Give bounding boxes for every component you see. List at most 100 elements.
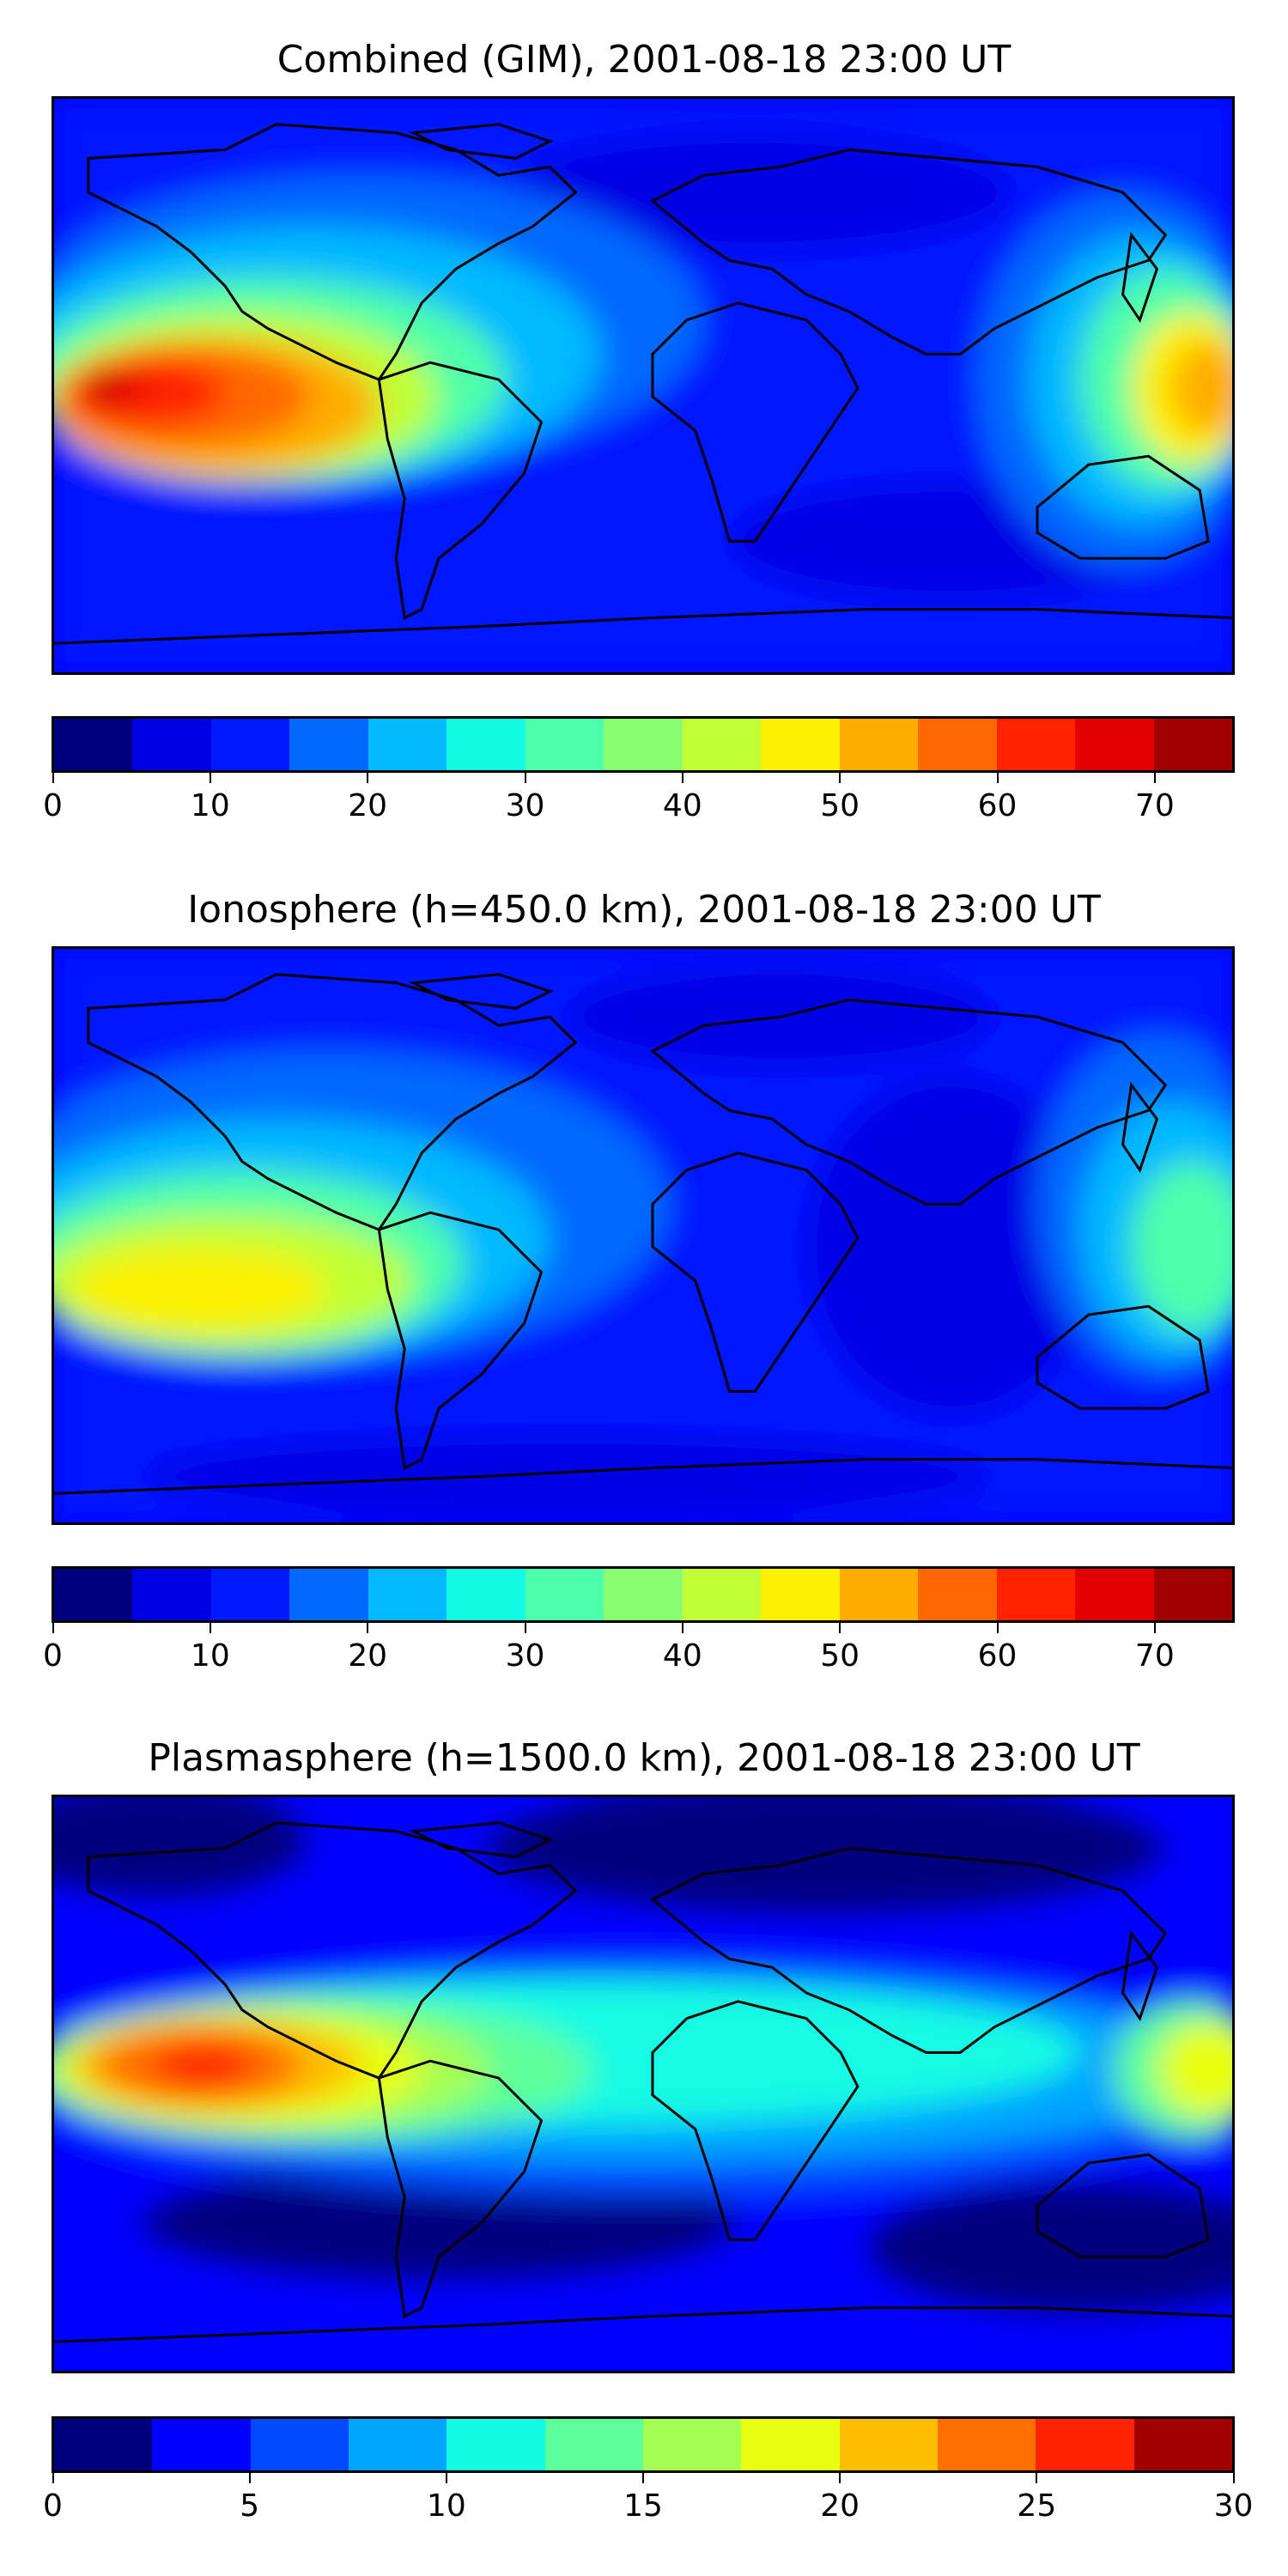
colorbar-tick: [367, 1623, 369, 1633]
panel-title: Combined (GIM), 2001-08-18 23:00 UT: [276, 38, 1012, 82]
colorbar-tick-label: 30: [505, 788, 545, 823]
colorbar-segment: [1153, 1569, 1233, 1620]
colorbar-segment: [447, 2419, 545, 2470]
colorbar-tick: [209, 773, 211, 783]
colorbar-segment: [839, 2419, 938, 2470]
colorbar-segment: [839, 719, 919, 770]
colorbar-segment: [1036, 2419, 1134, 2470]
colorbar: [52, 1566, 1235, 1623]
colorbar-tick-label: 10: [190, 1638, 230, 1674]
ionosphere-tec-map: [52, 946, 1235, 1525]
colorbar-segment: [604, 1569, 683, 1620]
colorbar-segment: [447, 1569, 526, 1620]
panel-title: Plasmasphere (h=1500.0 km), 2001-08-18 2…: [148, 1736, 1140, 1780]
colorbar-tick-label: 30: [505, 1638, 545, 1674]
colorbar-segment: [761, 719, 840, 770]
colorbar-tick-label: 5: [240, 2488, 260, 2524]
colorbar-tick-label: 10: [190, 788, 230, 823]
colorbar-tick: [839, 773, 841, 783]
colorbar-segment: [918, 719, 997, 770]
colorbar-tick: [1232, 2473, 1235, 2483]
colorbar-segment: [289, 719, 368, 770]
colorbar-tick: [681, 1623, 683, 1633]
colorbar-segment: [132, 719, 211, 770]
colorbar-segment: [210, 1569, 290, 1620]
colorbar-segment: [604, 719, 683, 770]
colorbar-segment: [210, 719, 290, 770]
colorbar-tick: [52, 1623, 54, 1633]
colorbar-segment: [544, 2419, 643, 2470]
colorbar-tick-label: 40: [662, 1638, 702, 1674]
colorbar-segment: [1075, 1569, 1154, 1620]
colorbar-segment: [682, 1569, 762, 1620]
colorbar-tick-label: 50: [820, 1638, 860, 1674]
colorbar-segment: [368, 1569, 447, 1620]
colorbar-tick-label: 0: [43, 788, 63, 823]
colorbar-tick: [839, 1623, 841, 1633]
colorbar-segment: [761, 1569, 840, 1620]
colorbar-tick: [1153, 773, 1156, 783]
colorbar-segment: [937, 2419, 1036, 2470]
colorbar-segment: [54, 1569, 133, 1620]
colorbar-tick-label: 0: [43, 1638, 63, 1674]
colorbar-segment: [348, 2419, 447, 2470]
colorbar-segment: [918, 1569, 997, 1620]
plasmasphere-tec-map: [52, 1795, 1235, 2373]
colorbar-segment: [132, 1569, 211, 1620]
colorbar-segment: [525, 719, 605, 770]
colorbar-tick: [681, 773, 683, 783]
colorbar-tick: [996, 773, 999, 783]
colorbar-tick-label: 30: [1213, 2488, 1254, 2524]
colorbar-tick-label: 10: [426, 2488, 466, 2524]
colorbar-tick: [367, 773, 369, 783]
colorbar: [52, 2416, 1235, 2473]
colorbar-tick: [1153, 1623, 1156, 1633]
colorbar-tick: [248, 2473, 251, 2483]
colorbar-tick-label: 15: [623, 2488, 663, 2524]
colorbar-tick: [209, 1623, 211, 1633]
colorbar-ticks: 0 10 20 30 40 50 60 70: [43, 773, 1235, 824]
colorbar-segment: [525, 1569, 605, 1620]
colorbar-segment: [54, 2419, 153, 2470]
colorbar-tick-label: 0: [43, 2488, 63, 2524]
colorbar-segment: [1075, 719, 1154, 770]
colorbar-tick: [52, 2473, 54, 2483]
colorbar-tick: [524, 773, 526, 783]
colorbar-tick-label: 60: [977, 1638, 1018, 1674]
colorbar-segment: [996, 719, 1076, 770]
colorbar-tick: [839, 2473, 841, 2483]
colorbar-segment: [996, 1569, 1076, 1620]
colorbar-tick-label: 25: [1017, 2488, 1057, 2524]
colorbar: [52, 716, 1235, 773]
colorbar-tick: [524, 1623, 526, 1633]
colorbar-tick: [642, 2473, 644, 2483]
colorbar-tick: [996, 1623, 999, 1633]
colorbar-tick: [445, 2473, 447, 2483]
colorbar-tick-label: 60: [977, 788, 1018, 823]
colorbar-tick-label: 70: [1134, 1638, 1175, 1674]
colorbar-segment: [682, 719, 762, 770]
colorbar-segment: [1153, 719, 1233, 770]
colorbar-segment: [741, 2419, 840, 2470]
colorbar-segment: [642, 2419, 742, 2470]
combined-tec-map: [52, 96, 1235, 675]
colorbar-tick-label: 50: [820, 788, 860, 823]
colorbar-segment: [152, 2419, 251, 2470]
colorbar-tick: [52, 773, 54, 783]
colorbar-ticks: 0 10 20 30 40 50 60 70: [43, 1623, 1235, 1674]
colorbar-segment: [447, 719, 526, 770]
colorbar-tick-label: 20: [348, 1638, 388, 1674]
colorbar-segment: [289, 1569, 368, 1620]
colorbar-tick-label: 40: [662, 788, 702, 823]
colorbar-segment: [250, 2419, 349, 2470]
colorbar-segment: [1133, 2419, 1232, 2470]
panel-title: Ionosphere (h=450.0 km), 2001-08-18 23:0…: [187, 888, 1101, 932]
colorbar-tick-label: 70: [1134, 788, 1175, 823]
colorbar-ticks: 0 5 10 15 20 25 30: [43, 2473, 1253, 2524]
colorbar-segment: [839, 1569, 919, 1620]
colorbar-tick-label: 20: [348, 788, 388, 823]
colorbar-segment: [54, 719, 133, 770]
colorbar-segment: [368, 719, 447, 770]
colorbar-tick-label: 20: [820, 2488, 860, 2524]
colorbar-tick: [1036, 2473, 1038, 2483]
